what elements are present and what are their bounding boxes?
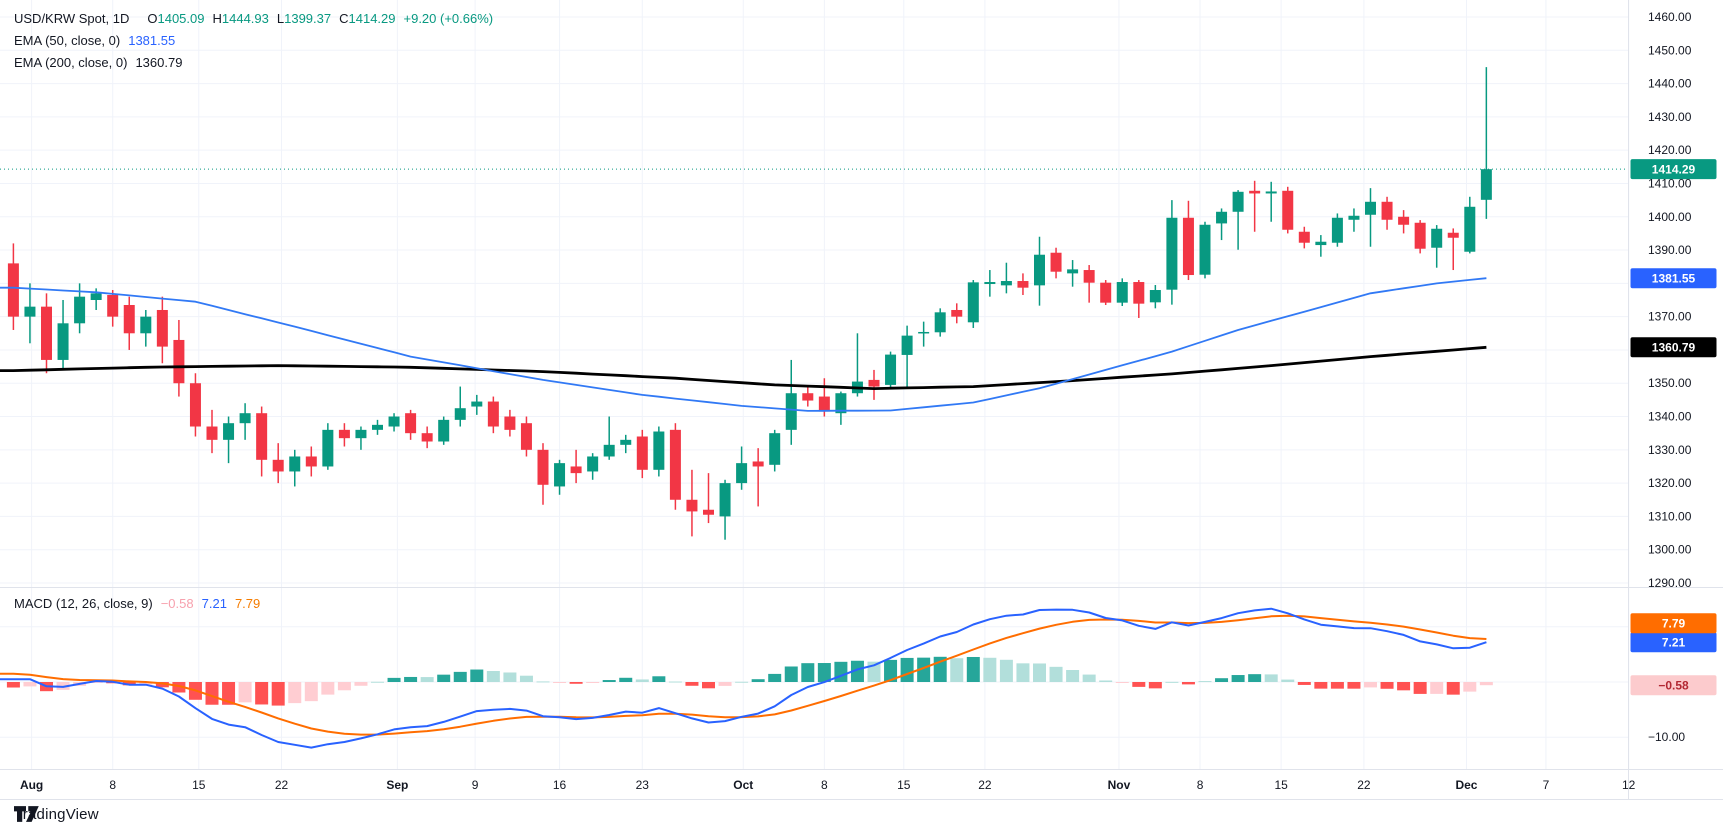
macd-label: MACD (12, 26, close, 9) [14, 596, 153, 611]
ema200-badge: 1360.79 [1630, 337, 1717, 358]
svg-text:1414.29: 1414.29 [1652, 162, 1696, 176]
svg-text:15: 15 [1274, 778, 1288, 792]
chart-canvas[interactable]: 1460.00 1450.00 1440.00 1430.00 1420.00 1410.… [0, 0, 1723, 800]
macd-hist-badge: −0.58 [1630, 675, 1717, 696]
svg-text:8: 8 [1197, 778, 1204, 792]
close-label: C [339, 11, 349, 26]
svg-text:1410.00: 1410.00 [1648, 176, 1692, 190]
open-value: 1405.09 [157, 11, 205, 26]
svg-text:22: 22 [1357, 778, 1371, 792]
macd-hist-value: −0.58 [160, 596, 194, 611]
symbol-legend-row[interactable]: USD/KRW Spot, 1D O1405.09 H1444.93 L1399.37… [14, 8, 493, 30]
low-value: 1399.37 [284, 11, 332, 26]
svg-text:1320.00: 1320.00 [1648, 476, 1692, 490]
macd-signal-badge: 7.79 [1630, 613, 1717, 634]
candles-layer [7, 67, 1492, 540]
low-label: L [276, 11, 285, 26]
close-value: 1414.29 [348, 11, 396, 26]
macd-line [0, 607, 1487, 749]
ema50-legend-row[interactable]: EMA (50, close, 0) 1381.55 [14, 30, 493, 52]
svg-text:1290.00: 1290.00 [1648, 576, 1692, 590]
svg-text:1390.00: 1390.00 [1648, 243, 1692, 257]
ema50-badge: 1381.55 [1630, 268, 1717, 289]
macd-signal-value: 7.79 [234, 596, 261, 611]
svg-text:1350.00: 1350.00 [1648, 376, 1692, 390]
last-price-badge: 1414.29 [1630, 159, 1717, 180]
high-value: 1444.93 [221, 11, 269, 26]
svg-text:8: 8 [821, 778, 828, 792]
svg-text:22: 22 [275, 778, 289, 792]
svg-text:1440.00: 1440.00 [1648, 77, 1692, 91]
change-value: +9.20 (+0.66%) [403, 11, 494, 26]
svg-text:1370.00: 1370.00 [1648, 310, 1692, 324]
macd-line-badge: 7.21 [1630, 632, 1717, 653]
macd-line-value: 7.21 [201, 596, 227, 611]
svg-text:22: 22 [978, 778, 992, 792]
svg-text:1340.00: 1340.00 [1648, 410, 1692, 424]
svg-text:1360.79: 1360.79 [1652, 341, 1696, 355]
svg-text:1330.00: 1330.00 [1648, 443, 1692, 457]
ema200-value: 1360.79 [135, 55, 183, 70]
svg-text:9: 9 [472, 778, 479, 792]
open-label: O [147, 11, 158, 26]
svg-text:7.79: 7.79 [1662, 616, 1686, 630]
macd-histogram [6, 656, 1493, 706]
ema50-value: 1381.55 [128, 33, 176, 48]
svg-text:1460.00: 1460.00 [1648, 10, 1692, 24]
tradingview-logo-icon [14, 806, 39, 822]
svg-text:Sep: Sep [386, 778, 408, 792]
svg-text:15: 15 [192, 778, 206, 792]
symbol-title: USD/KRW Spot, 1D [14, 11, 130, 26]
svg-text:8: 8 [109, 778, 116, 792]
svg-text:1400.00: 1400.00 [1648, 210, 1692, 224]
svg-text:Aug: Aug [20, 778, 43, 792]
svg-text:Dec: Dec [1455, 778, 1477, 792]
svg-text:−0.58: −0.58 [1658, 678, 1689, 692]
ema50-line [0, 277, 1487, 412]
tradingview-logo[interactable]: TradingView [14, 806, 99, 823]
svg-text:−10.00: −10.00 [1648, 730, 1685, 744]
svg-text:Nov: Nov [1108, 778, 1131, 792]
high-label: H [212, 11, 222, 26]
svg-text:15: 15 [897, 778, 911, 792]
gridlines [0, 0, 1630, 770]
ema200-legend-row[interactable]: EMA (200, close, 0) 1360.79 [14, 52, 493, 74]
time-axis[interactable]: Aug 8 15 22 Sep 9 16 23 Oct 8 15 22 Nov 8 15 22 Dec 7 12 [20, 778, 1636, 792]
chart-legend[interactable]: USD/KRW Spot, 1D O1405.09 H1444.93 L1399.37… [14, 8, 493, 74]
svg-text:1420.00: 1420.00 [1648, 143, 1692, 157]
svg-text:23: 23 [636, 778, 650, 792]
svg-text:12: 12 [1622, 778, 1636, 792]
ema200-label: EMA (200, close, 0) [14, 55, 128, 70]
svg-text:1450.00: 1450.00 [1648, 43, 1692, 57]
pane-borders [0, 0, 1723, 800]
svg-text:Oct: Oct [733, 778, 753, 792]
svg-text:1430.00: 1430.00 [1648, 110, 1692, 124]
svg-text:1300.00: 1300.00 [1648, 543, 1692, 557]
svg-text:16: 16 [553, 778, 567, 792]
macd-legend-row[interactable]: MACD (12, 26, close, 9) −0.58 7.21 7.79 [14, 594, 260, 614]
svg-text:1310.00: 1310.00 [1648, 509, 1692, 523]
ema50-label: EMA (50, close, 0) [14, 33, 121, 48]
svg-text:7.21: 7.21 [1662, 635, 1686, 649]
svg-text:7: 7 [1543, 778, 1550, 792]
ema200-line [0, 345, 1487, 390]
svg-text:1381.55: 1381.55 [1652, 271, 1696, 285]
